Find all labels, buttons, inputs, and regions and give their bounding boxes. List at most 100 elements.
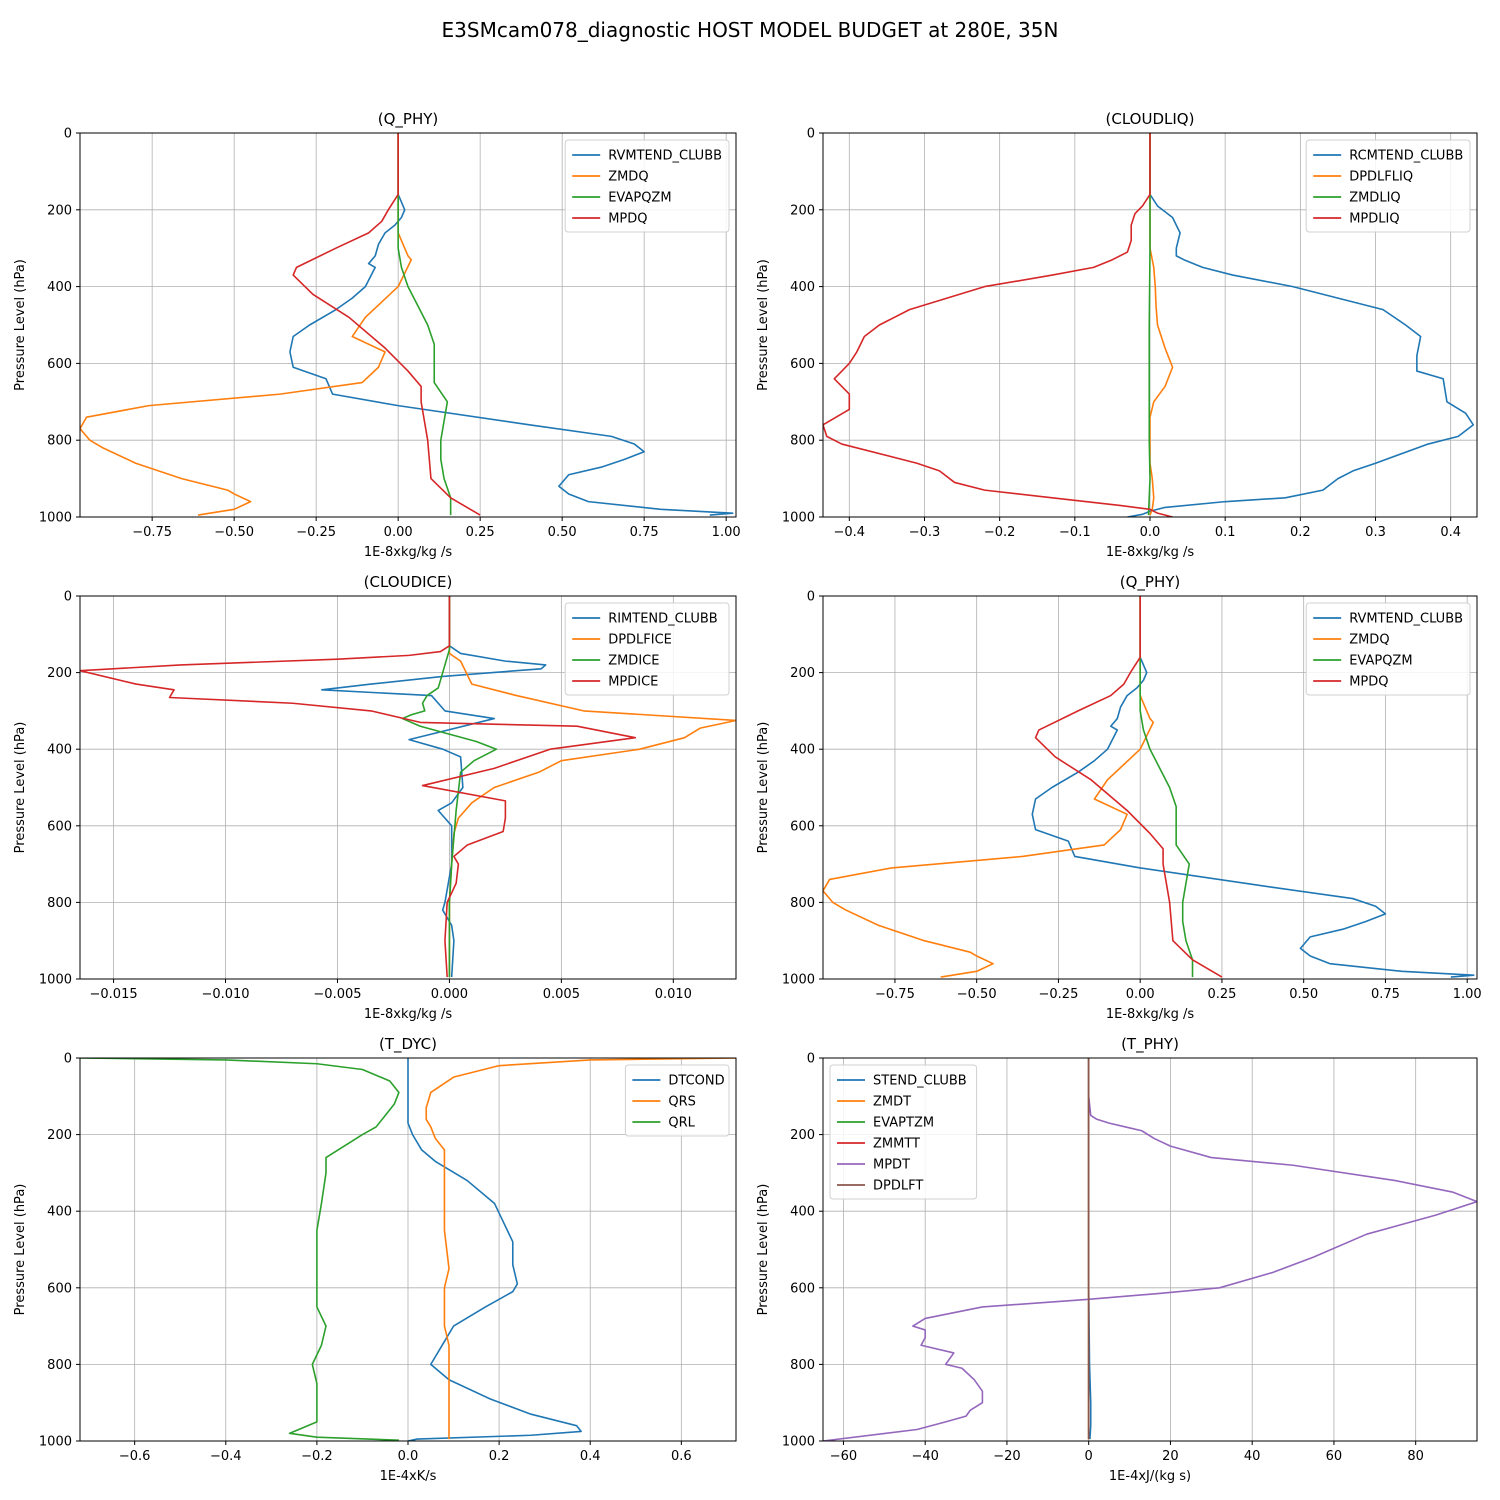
x-tick-label: 0.25 — [1207, 987, 1236, 1002]
y-axis-label: Pressure Level (hPa) — [756, 1184, 771, 1316]
legend-entry: ZMDQ — [608, 170, 648, 185]
legend-box — [564, 602, 730, 696]
y-tick-label: 0 — [807, 590, 815, 605]
x-tick-label: 0.75 — [630, 525, 659, 540]
x-tick-label: 80 — [1407, 1449, 1424, 1464]
chart-panel-4: −0.75 −0.50 −0.25 0.00 0.25 0.50 0.75 1.00 0 200 4… — [756, 573, 1482, 1022]
y-tick-label: 1000 — [39, 973, 72, 988]
plot-frame — [822, 1057, 1478, 1442]
x-tick-label: 0.00 — [384, 525, 413, 540]
legend-entry: DPDLFICE — [608, 633, 672, 648]
x-tick-label: 0.4 — [580, 1449, 601, 1464]
legend-entry: DPDLFLIQ — [1349, 170, 1413, 185]
y-tick-label: 400 — [790, 1205, 815, 1220]
x-tick-label: −0.75 — [875, 987, 915, 1002]
legend-box — [1305, 602, 1471, 696]
series-line-zmdq — [80, 133, 413, 516]
x-tick-label: 0 — [1085, 1449, 1093, 1464]
series-line-dpdlfliq — [1149, 133, 1174, 516]
x-tick-label: 0.6 — [671, 1449, 692, 1464]
y-tick-label: 600 — [790, 819, 815, 834]
x-tick-label: 1.00 — [712, 525, 741, 540]
legend-entry: ZMMTT — [873, 1137, 920, 1152]
y-tick-label: 800 — [47, 434, 72, 449]
x-axis-label: 1E-8xkg/kg /s — [1106, 545, 1195, 560]
series-line-rvmtend-clubb — [1031, 596, 1475, 978]
y-tick-label: 1000 — [782, 1435, 815, 1450]
y-tick-label: 200 — [790, 666, 815, 681]
x-tick-label: −0.4 — [834, 525, 866, 540]
legend-entry: MPDQ — [1349, 675, 1388, 690]
legend: RCMTEND_CLUBB DPDLFLIQ ZMDLIQ MPDLIQ — [1305, 139, 1471, 233]
legend: RVMTEND_CLUBB ZMDQ EVAPQZM MPDQ — [564, 139, 730, 233]
legend: STEND_CLUBB ZMDT EVAPTZM ZMMTT MPDT DPDLFT — [829, 1064, 978, 1200]
x-tick-label: 0.2 — [1290, 525, 1311, 540]
x-axis-label: 1E-8xkg/kg /s — [364, 1007, 453, 1022]
legend-entry: EVAPQZM — [608, 191, 671, 206]
chart-panel-5: −0.6 −0.4 −0.2 0.0 0.2 0.4 0.6 0 200 400 600 800 100… — [13, 1035, 737, 1484]
series-line-dtcond — [407, 1058, 582, 1441]
x-tick-label: 0.75 — [1371, 987, 1400, 1002]
x-tick-label: −0.4 — [210, 1449, 242, 1464]
plot-frame — [822, 595, 1478, 980]
x-tick-label: −0.015 — [90, 987, 138, 1002]
legend-entry: ZMDLIQ — [1349, 191, 1400, 206]
x-tick-label: −0.2 — [301, 1449, 333, 1464]
legend-box — [1305, 139, 1471, 233]
y-tick-label: 800 — [790, 896, 815, 911]
legend-entry: DTCOND — [668, 1074, 724, 1089]
legend-entry: MPDQ — [608, 212, 647, 227]
y-tick-label: 1000 — [39, 1435, 72, 1450]
y-axis-label: Pressure Level (hPa) — [756, 722, 771, 854]
y-tick-label: 600 — [47, 819, 72, 834]
series-line-mpdt — [823, 1058, 1477, 1441]
x-axis-label: 1E-4xJ/(kg s) — [1109, 1469, 1191, 1484]
series-line-rimtend-clubb — [320, 596, 547, 978]
chart-title: (T_DYC) — [379, 1035, 437, 1054]
x-tick-label: 20 — [1162, 1449, 1179, 1464]
y-tick-label: 600 — [47, 1281, 72, 1296]
x-tick-label: 0.4 — [1440, 525, 1461, 540]
legend-entry: QRL — [668, 1116, 695, 1131]
x-tick-label: −40 — [911, 1449, 938, 1464]
y-tick-label: 600 — [790, 1281, 815, 1296]
x-tick-label: −0.50 — [214, 525, 254, 540]
y-tick-label: 1000 — [782, 973, 815, 988]
y-tick-label: 800 — [790, 1358, 815, 1373]
y-axis-label: Pressure Level (hPa) — [13, 1184, 28, 1316]
x-tick-label: 0.010 — [655, 987, 692, 1002]
x-tick-label: 1.00 — [1453, 987, 1482, 1002]
x-tick-label: 0.0 — [398, 1449, 419, 1464]
series-line-mpdq — [1034, 596, 1223, 978]
plot-frame — [79, 595, 737, 980]
legend: RVMTEND_CLUBB ZMDQ EVAPQZM MPDQ — [1305, 602, 1471, 696]
x-tick-label: 0.2 — [489, 1449, 510, 1464]
legend-entry: DPDLFT — [873, 1179, 923, 1194]
y-tick-label: 200 — [47, 666, 72, 681]
chart-title: (Q_PHY) — [378, 110, 439, 129]
x-tick-label: 0.005 — [543, 987, 580, 1002]
x-axis-label: 1E-8xkg/kg /s — [1106, 1007, 1195, 1022]
series-line-qrs — [425, 1058, 736, 1440]
legend-entry: ZMDICE — [608, 654, 659, 669]
y-tick-label: 1000 — [39, 511, 72, 526]
chart-panel-6: −60 −40 −20 0 20 40 60 8002004006008001000(T_PH… — [756, 1035, 1478, 1484]
legend-entry: EVAPTZM — [873, 1116, 934, 1131]
y-axis-label: Pressure Level (hPa) — [13, 259, 28, 391]
y-tick-label: 200 — [47, 203, 72, 218]
x-axis-label: 1E-8xkg/kg /s — [364, 545, 453, 560]
y-tick-label: 400 — [790, 743, 815, 758]
x-tick-label: −60 — [830, 1449, 857, 1464]
legend-box — [624, 1064, 730, 1137]
chart-title: (Q_PHY) — [1120, 573, 1181, 592]
y-tick-label: 400 — [47, 1205, 72, 1220]
y-tick-label: 800 — [47, 1358, 72, 1373]
y-tick-label: 0 — [64, 590, 72, 605]
series-line-mpdq — [292, 133, 481, 516]
legend-entry: RIMTEND_CLUBB — [608, 612, 718, 627]
legend: RIMTEND_CLUBB DPDLFICE ZMDICE MPDICE — [564, 602, 730, 696]
y-tick-label: 800 — [47, 896, 72, 911]
legend-entry: RCMTEND_CLUBB — [1349, 149, 1463, 164]
legend-entry: MPDLIQ — [1349, 212, 1399, 227]
chart-title: (T_PHY) — [1121, 1035, 1179, 1054]
